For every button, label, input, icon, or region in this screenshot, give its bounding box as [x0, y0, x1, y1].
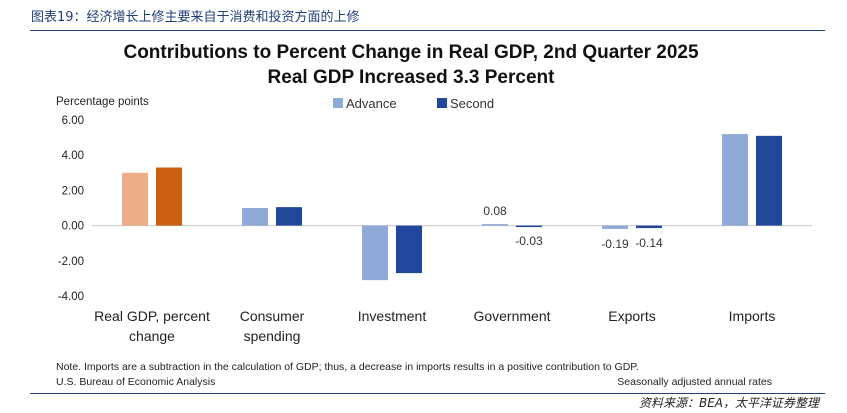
bars [122, 134, 782, 281]
bar-advance-2 [362, 225, 388, 281]
chart-note: Note. Imports are a subtraction in the c… [56, 361, 639, 373]
source-note: 资料来源：BEA，太平洋证券整理 [638, 396, 819, 410]
x-tick-label: Government [473, 308, 550, 324]
bar-second-2 [396, 225, 422, 274]
legend-swatch-second [437, 98, 447, 108]
y-tick-label: 4.00 [62, 150, 84, 162]
y-tick-label: 0.00 [62, 221, 84, 233]
y-axis-ticks: 6.00 4.00 2.00 0.00 -2.00 -4.00 [58, 115, 84, 303]
y-tick-label: 2.00 [62, 185, 84, 197]
x-tick-label: Imports [729, 308, 776, 324]
bar-second-1 [276, 207, 302, 226]
chart-source-agency: U.S. Bureau of Economic Analysis [56, 376, 215, 388]
legend-label-second: Second [450, 96, 494, 111]
bottom-rule [30, 393, 825, 394]
x-tick-label: Exports [608, 308, 655, 324]
bar-second-3 [516, 225, 542, 228]
y-tick-label: -4.00 [58, 291, 84, 303]
data-label: -0.14 [635, 236, 663, 250]
y-tick-label: -2.00 [58, 256, 84, 268]
bar-advance-3 [482, 224, 508, 226]
legend-label-advance: Advance [346, 96, 397, 111]
bar-second-4 [636, 225, 662, 229]
data-label: -0.03 [515, 234, 543, 248]
bar-second-0 [156, 167, 182, 226]
legend: Advance Second [333, 96, 494, 111]
x-tick-label: Real GDP, percent [94, 308, 210, 324]
bar-advance-1 [242, 208, 268, 226]
x-tick-label: Investment [358, 308, 427, 324]
chart-title: Contributions to Percent Change in Real … [123, 42, 698, 63]
legend-swatch-advance [333, 98, 343, 108]
data-label: 0.08 [483, 204, 507, 218]
x-tick-label: Consumer [240, 308, 305, 324]
bar-second-5 [756, 135, 782, 226]
data-labels: 0.08 -0.03 -0.19 -0.14 [483, 204, 663, 251]
y-tick-label: 6.00 [62, 115, 84, 127]
bar-advance-5 [722, 134, 748, 226]
x-tick-label: spending [244, 328, 301, 344]
y-axis-label: Percentage points [56, 96, 149, 108]
figure-caption: 图表19：经济增长上修主要来自于消费和投资方面的上修 [31, 10, 360, 25]
data-label: -0.19 [601, 237, 629, 251]
bar-advance-4 [602, 225, 628, 229]
chart-note-right: Seasonally adjusted annual rates [617, 376, 772, 388]
x-axis-ticks: Real GDP, percent change Consumer spending I… [94, 308, 775, 344]
chart-subtitle: Real GDP Increased 3.3 Percent [268, 67, 556, 88]
top-rule [30, 30, 825, 31]
bar-advance-0 [122, 172, 148, 226]
x-tick-label: change [129, 328, 175, 344]
